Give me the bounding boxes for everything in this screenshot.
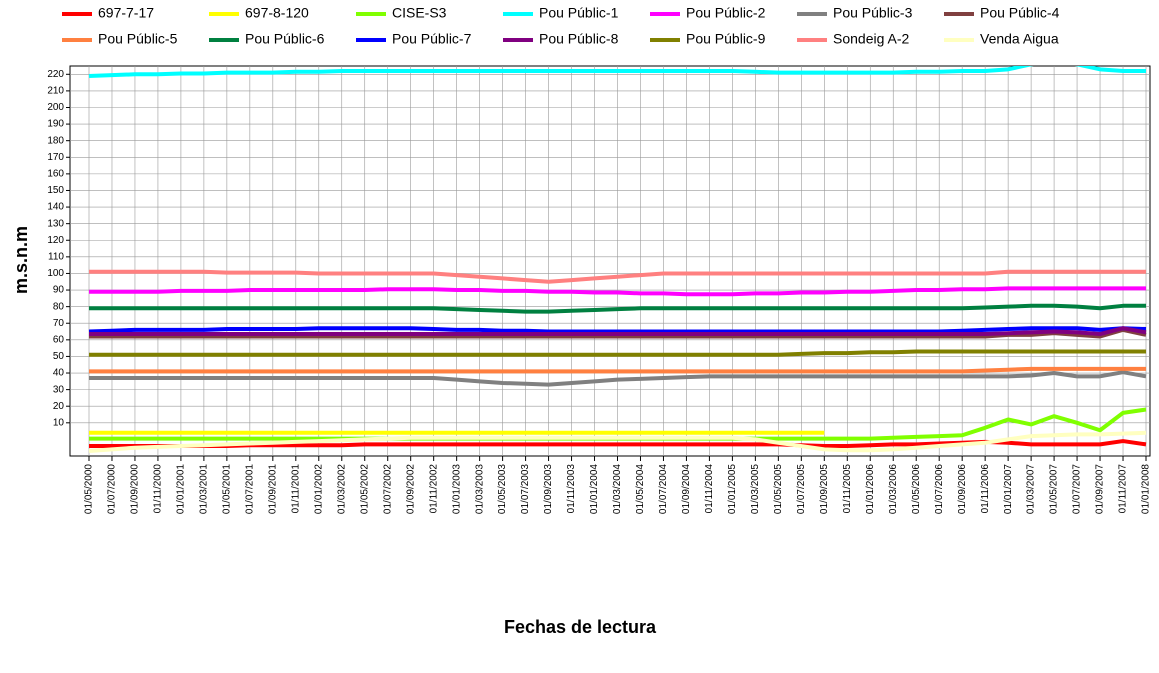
series-line [89,286,1146,297]
legend-label: Pou Públic-4 [980,5,1060,21]
x-tick-label: 01/11/2002 [428,464,439,514]
series-line [89,370,1147,387]
y-tick-label: 90 [53,285,65,296]
y-tick-label: 50 [53,351,65,362]
series-layer [88,66,1147,454]
x-tick-label: 01/11/2006 [980,464,991,514]
plot-area [69,65,1151,457]
x-tick-label: 01/07/2004 [658,464,669,514]
y-tick-label: 10 [53,417,65,428]
x-tick-label: 01/11/2000 [153,464,164,514]
x-tick-label: 01/03/2004 [612,464,623,514]
y-tick-label: 80 [53,301,65,312]
x-tick-label: 01/07/2002 [382,464,393,514]
x-tick-label: 01/01/2007 [1003,464,1014,514]
legend-label: Pou Públic-1 [539,5,619,21]
x-tick-label: 01/01/2006 [865,464,876,514]
y-tick-label: 170 [47,152,64,163]
y-tick-label: 110 [48,251,64,262]
y-tick-label: 70 [53,318,65,329]
y-tick-label: 100 [47,268,64,279]
x-tick-label: 01/01/2002 [313,464,324,514]
x-tick-label: 01/09/2000 [130,464,141,514]
y-tick-label: 60 [53,334,65,345]
y-tick-label: 130 [47,218,64,229]
x-axis-label: Fechas de lectura [504,617,657,637]
y-tick-label: 20 [53,401,65,412]
x-tick-label: 01/05/2006 [911,464,922,514]
x-tick-label: 01/01/2001 [176,464,187,514]
legend-label: Sondeig A-2 [833,31,909,47]
x-tick-label: 01/09/2004 [681,464,692,514]
legend-label: Pou Públic-2 [686,5,766,21]
x-tick-label: 01/05/2003 [497,464,508,514]
x-tick-label: 01/01/2003 [451,464,462,514]
y-tick-label: 30 [53,384,65,395]
x-tick-label: 01/07/2007 [1072,464,1083,514]
series-line [88,326,1147,334]
series-line [89,326,1147,337]
x-tick-label: 01/05/2002 [359,464,370,514]
y-tick-label: 200 [47,102,64,113]
x-tick-label: 01/11/2003 [566,464,577,514]
x-tick-label: 01/07/2006 [934,464,945,514]
x-tick-label: 01/03/2007 [1026,464,1037,514]
legend-label: Pou Públic-8 [539,31,619,47]
series-line [89,303,1146,314]
x-tick-label: 01/09/2001 [267,464,278,514]
y-tick-label: 40 [53,368,65,379]
x-tick-label: 01/03/2002 [336,464,347,514]
legend-label: 697-8-120 [245,5,309,21]
x-tick-label: 01/11/2005 [842,464,853,514]
x-tick-label: 01/07/2000 [107,464,118,514]
x-tick-label: 01/05/2000 [84,464,95,514]
series-line [89,349,1146,357]
legend-label: Pou Públic-6 [245,31,325,47]
x-tick-label: 01/03/2003 [474,464,485,514]
series-line [88,430,1147,454]
y-tick-label: 120 [47,235,64,246]
series-line [89,269,1146,284]
legend-label: 697-7-17 [98,5,154,21]
series-line [89,366,1146,374]
legend-label: Venda Aigua [980,31,1059,47]
x-tick-label: 01/01/2004 [589,464,600,514]
x-tick-label: 01/09/2005 [819,464,830,514]
x-tick-label: 01/09/2007 [1095,464,1106,514]
y-tick-label: 180 [47,135,64,146]
x-tick-label: 01/03/2001 [199,464,210,514]
x-tick-label: 01/09/2002 [405,464,416,514]
x-tick-label: 01/07/2005 [796,464,807,514]
legend-label: Pou Públic-9 [686,31,766,47]
x-tick-label: 01/09/2003 [543,464,554,514]
x-tick-label: 01/09/2006 [957,464,968,514]
x-tick-label: 01/05/2007 [1049,464,1060,514]
x-tick-label: 01/07/2003 [520,464,531,514]
legend-label: Pou Públic-5 [98,31,178,47]
y-tick-label: 210 [47,86,64,97]
x-tick-label: 01/03/2006 [888,464,899,514]
y-axis-label: m.s.n.m [11,226,31,294]
x-tick-label: 01/01/2005 [727,464,738,514]
y-tick-label: 160 [47,169,64,180]
y-tick-label: 220 [47,69,64,80]
legend-label: Pou Públic-7 [392,31,472,47]
x-tick-label: 01/05/2005 [773,464,784,514]
x-tick-label: 01/11/2007 [1118,464,1129,514]
x-tick-label: 01/05/2004 [635,464,646,514]
y-tick-label: 190 [47,119,64,130]
series-line [88,66,1146,78]
x-tick-label: 01/07/2001 [244,464,255,514]
legend-label: CISE-S3 [392,5,447,21]
y-tick-label: 150 [47,185,64,196]
x-tick-label: 01/01/2008 [1141,464,1152,514]
y-tick-label: 140 [47,202,64,213]
x-tick-label: 01/03/2005 [750,464,761,514]
series-line [89,327,1147,339]
x-tick-label: 01/11/2004 [704,464,715,514]
x-tick-label: 01/05/2001 [222,464,233,514]
x-tick-label: 01/11/2001 [290,464,301,514]
legend-label: Pou Públic-3 [833,5,913,21]
